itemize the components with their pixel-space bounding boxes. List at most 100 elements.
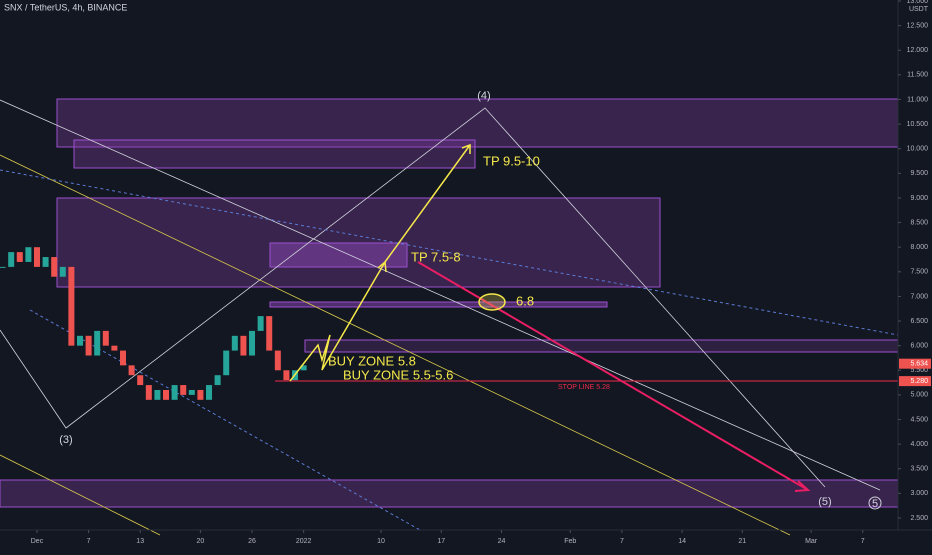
x-tick-label: 21 <box>738 538 746 545</box>
wave-label: (3) <box>59 434 72 446</box>
arrows <box>289 143 882 510</box>
x-tick-label: 17 <box>437 538 445 545</box>
candle <box>51 257 58 277</box>
x-tick-label: 20 <box>197 538 205 545</box>
annotation: TP 7.5-8 <box>411 249 461 264</box>
unit: USDT <box>909 6 929 13</box>
x-tick-label: 7 <box>620 538 624 545</box>
wave-line <box>0 107 826 488</box>
candle <box>25 247 32 262</box>
price-tag-label: 5.634 <box>910 361 928 368</box>
y-tick-label: 10.000 <box>907 146 929 153</box>
candle <box>214 375 221 386</box>
y-tick-label: 6.500 <box>910 318 928 325</box>
wave-label: (4) <box>477 90 490 102</box>
y-tick-label: 3.500 <box>910 466 928 473</box>
candle <box>206 385 213 400</box>
annotation: TP 9.5-10 <box>483 153 540 168</box>
chart-title: SNX / TetherUS, 4h, BINANCE <box>4 2 127 12</box>
price-tag-label: 5.280 <box>910 378 928 385</box>
candle <box>42 257 49 267</box>
candle <box>283 370 290 381</box>
y-tick-label: 7.000 <box>910 293 928 300</box>
x-tick-label: 2022 <box>296 538 312 545</box>
x-tick-label: 24 <box>498 538 506 545</box>
zones <box>0 98 899 508</box>
zone <box>0 479 899 508</box>
candle <box>249 330 256 356</box>
candle <box>111 345 118 351</box>
y-tick-label: 4.000 <box>910 441 928 448</box>
x-tick-label: 14 <box>678 538 686 545</box>
candle <box>128 365 135 376</box>
arrowhead <box>461 143 471 154</box>
price-tag <box>899 358 931 369</box>
arrowhead <box>794 480 811 492</box>
x-tick-label: 13 <box>136 538 144 545</box>
zone <box>73 139 476 169</box>
drawings <box>0 99 899 536</box>
candle <box>8 252 15 267</box>
y-tick-label: 4.500 <box>910 416 928 423</box>
candle <box>240 335 247 356</box>
candle <box>137 375 144 386</box>
x-tick-label: 10 <box>377 538 385 545</box>
y-tick-label: 12.000 <box>907 47 929 54</box>
candle <box>223 350 230 376</box>
y-tick-label: 5.000 <box>910 392 928 399</box>
y-tick-label: 7.500 <box>910 269 928 276</box>
y-tick-label: 6.000 <box>910 343 928 350</box>
candle <box>171 385 178 400</box>
y-tick-label: 5.500 <box>910 367 928 374</box>
y-tick-label: 11.500 <box>907 72 928 79</box>
candle <box>59 266 66 277</box>
x-tick-label: Mar <box>805 538 818 545</box>
dashed-line <box>0 169 899 336</box>
candle <box>188 389 195 395</box>
candle <box>180 385 187 395</box>
candle <box>274 350 281 371</box>
price-tag <box>899 376 931 387</box>
x-tick-label: 26 <box>248 538 256 545</box>
trendline <box>0 454 161 536</box>
annotations: SNX / TetherUS, 4h, BINANCE USDT (4) (3)… <box>4 2 929 510</box>
highlight <box>478 293 506 311</box>
y-tick-label: 8.000 <box>910 244 928 251</box>
candle <box>76 335 83 346</box>
x-tick-label: Feb <box>564 538 576 545</box>
x-tick-label: 7 <box>861 538 865 545</box>
arrow <box>289 261 386 382</box>
candle <box>163 389 170 400</box>
candle <box>0 266 6 268</box>
candle <box>231 335 238 351</box>
y-tick-label: 11.000 <box>907 96 928 103</box>
x-tick-label: Dec <box>31 538 44 545</box>
wave-label: 5 <box>872 498 878 510</box>
candle <box>120 350 127 366</box>
candle <box>85 335 92 356</box>
zone <box>269 242 408 268</box>
candle <box>94 330 101 356</box>
zone <box>304 339 899 353</box>
zone <box>56 98 899 148</box>
trendline <box>0 99 881 491</box>
candle <box>197 389 204 400</box>
candle <box>33 247 40 267</box>
y-tick-label: 13.000 <box>907 0 929 5</box>
candle <box>257 316 264 331</box>
wave-label: (5) <box>818 496 831 508</box>
y-tick-label: 10.500 <box>907 121 929 128</box>
candle <box>154 389 161 400</box>
wave-circle <box>868 496 882 510</box>
candle <box>16 252 23 262</box>
y-tick-label: 12.500 <box>907 22 929 29</box>
annotation: BUY ZONE 5.5-5.6 <box>343 367 453 382</box>
y-tick-label: 9.500 <box>910 170 928 177</box>
trendline <box>0 154 791 536</box>
candle <box>68 266 75 346</box>
candle <box>102 330 109 346</box>
axes: 13.000 12.500 12.000 11.500 11.000 10.500 10.0… <box>31 0 931 545</box>
y-tick-label: 9.000 <box>910 195 928 202</box>
